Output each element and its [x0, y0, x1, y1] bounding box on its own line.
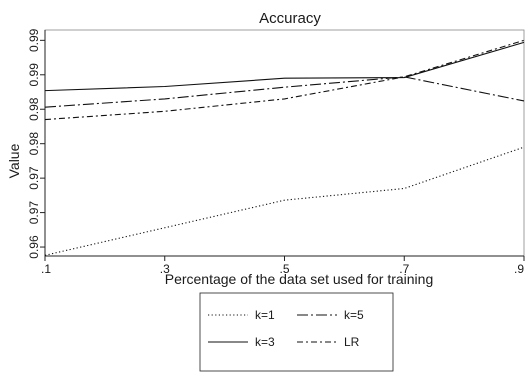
y-tick-label: 0.99: [27, 63, 41, 87]
x-tick-label: .7: [399, 262, 409, 276]
y-tick-label: 0.99: [27, 28, 41, 52]
series-line-k1: [44, 146, 525, 256]
x-tick-label: .1: [41, 262, 51, 276]
x-tick-label: .5: [279, 262, 289, 276]
y-tick-label: 0.96: [27, 235, 41, 259]
x-axis-label: Percentage of the data set used for trai…: [165, 271, 434, 287]
y-tick-label: 0.98: [27, 97, 41, 121]
legend-label: k=1: [255, 308, 275, 322]
legend: k=1 k=5 k=3 LR: [199, 292, 394, 372]
axes: .1 .3 .5 .7 .9 0.96 0.97 0.97 0.98 0.98 0.99 0.99: [27, 28, 525, 276]
legend-label: k=3: [255, 335, 275, 349]
legend-label: k=5: [344, 308, 364, 322]
chart-title: Accuracy: [259, 10, 321, 27]
y-axis-label: Value: [6, 143, 22, 178]
x-tick-label: .9: [514, 262, 524, 276]
series-lines: [44, 39, 525, 256]
series-line-lr: [44, 39, 525, 121]
legend-box: [199, 292, 394, 372]
y-tick-label: 0.97: [27, 166, 41, 190]
series-line-k3: [44, 41, 525, 92]
series-line-k5: [44, 76, 525, 108]
y-tick-label: 0.98: [27, 132, 41, 156]
y-tick-label: 0.97: [27, 201, 41, 225]
x-tick-label: .3: [160, 262, 170, 276]
legend-label: LR: [344, 335, 360, 349]
